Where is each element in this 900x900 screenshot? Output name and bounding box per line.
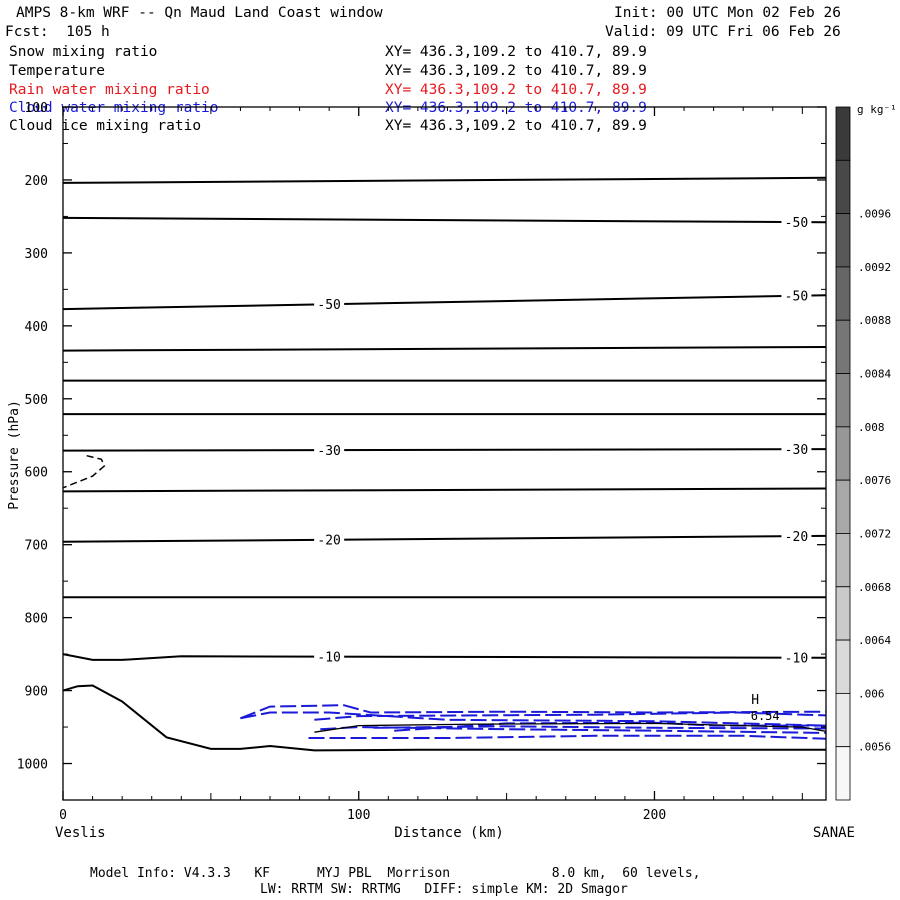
extrema-value: 6.54 [751,709,780,723]
forecast-hour: Fcst: 105 h [5,24,110,40]
colorbar-segment [835,106,851,161]
colorbar-level-label: .0096 [858,208,891,221]
colorbar-segment [835,426,851,481]
isotherm-label: -10 [785,652,808,667]
colorbar-segment [835,586,851,641]
field-label-snow: Snow mixing ratio [9,44,158,60]
isotherm-label: -10 [317,651,340,666]
y-tick-label: 200 [25,174,48,189]
isotherm-line [62,487,827,493]
extrema-letter: H [751,693,759,708]
isotherm-label-bg [314,531,345,548]
field-xy-rain: XY= 436.3,109.2 to 410.7, 89.9 [385,82,647,98]
x-tick-label: 100 [347,808,370,823]
colorbar-level-label: .0064 [858,634,891,647]
init-time: Init: 00 UTC Mon 02 Feb 26 [614,5,841,21]
isotherm-line [62,346,827,352]
cloud-water-contour [308,734,827,740]
colorbar-segment [835,639,851,694]
cloud-water-contour [314,711,827,721]
isotherm-label: -20 [785,530,808,545]
field-label-temperature: Temperature [9,63,106,79]
field-xy-cloud-ice: XY= 436.3,109.2 to 410.7, 89.9 [385,118,647,134]
isotherm-line [62,653,827,661]
x-tick-label: 0 [59,808,67,823]
colorbar-segment [835,479,851,534]
colorbar-unit: g kg⁻¹ [857,103,897,116]
isotherm-label-bg [781,528,812,545]
y-tick-label: 600 [25,466,48,481]
y-tick-label: 100 [25,101,48,116]
isotherm-label-bg [781,214,812,231]
x-end-label-left: Veslis [55,825,106,841]
x-axis-label: Distance (km) [394,825,504,841]
colorbar-level-label: .0068 [858,581,891,594]
isotherm-label: -50 [785,290,808,305]
isotherm-line [62,216,827,224]
isotherm-label-bg [781,441,812,458]
field-xy-temperature: XY= 436.3,109.2 to 410.7, 89.9 [385,63,647,79]
plot-frame [62,106,827,801]
colorbar-level-label: .0088 [858,314,891,327]
cloud-ice-contour [314,722,827,733]
y-axis-label: Pressure (hPa) [7,400,22,510]
colorbar-level-label: .0092 [858,261,891,274]
y-tick-label: 1000 [17,758,48,773]
isotherm-label-bg [314,442,345,459]
field-label-cloud-ice: Cloud ice mixing ratio [9,118,202,134]
isotherm-line [62,448,827,452]
y-tick-label: 800 [25,612,48,627]
colorbar-level-label: .0056 [858,741,891,754]
isotherm-line [62,176,827,184]
valid-time: Valid: 09 UTC Fri 06 Feb 26 [605,24,841,40]
y-tick-label: 900 [25,685,48,700]
isotherm-line [62,534,827,543]
cloud-water-contour [240,704,827,720]
isotherm-label-bg [781,649,812,666]
chart-title: AMPS 8-km WRF -- Qn Maud Land Coast wind… [16,5,383,21]
colorbar-segment [835,692,851,748]
field-xy-cloud-water: XY= 436.3,109.2 to 410.7, 89.9 [385,100,647,116]
field-xy-snow: XY= 436.3,109.2 to 410.7, 89.9 [385,44,647,60]
model-info: Model Info: V4.3.3 KF MYJ PBL Morrison 8… [90,866,701,881]
colorbar-level-label: .0076 [858,474,891,487]
isotherm-label: -50 [317,298,340,313]
colorbar-level-label: .0072 [858,527,891,540]
colorbar-segment [835,533,851,588]
isotherm-line [62,294,827,311]
field-label-rain: Rain water mixing ratio [9,82,210,98]
colorbar-segment [835,319,851,374]
field-label-cloud-water: Cloud water mixing ratio [9,100,219,116]
colorbar-segment [835,373,851,428]
model-physics: LW: RRTM SW: RRTMG DIFF: simple KM: 2D S… [260,882,628,897]
y-tick-label: 300 [25,247,48,262]
colorbar-segment [835,746,851,801]
y-tick-label: 400 [25,320,48,335]
y-tick-label: 700 [25,539,48,554]
cloud-water-contour [373,725,827,730]
colorbar-level-label: .0084 [858,368,891,381]
snow-mixing-contour [62,454,106,489]
x-tick-label: 200 [643,808,666,823]
isotherm-label-bg [781,287,812,304]
colorbar-level-label: .006 [858,687,885,700]
isotherm-label: -30 [317,444,340,459]
colorbar-segment [835,266,851,321]
isotherm-label-bg [314,648,345,665]
colorbar-level-label: .008 [858,421,885,434]
terrain-line [62,684,826,752]
isotherm-label: -30 [785,443,808,458]
isotherm-label-bg [314,296,345,313]
isotherm-label: -50 [785,216,808,231]
colorbar-segment [835,213,851,268]
isotherm-label: -20 [317,534,340,549]
colorbar-segment [835,159,851,215]
y-tick-label: 500 [25,393,48,408]
x-end-label-right: SANAE [813,825,855,841]
